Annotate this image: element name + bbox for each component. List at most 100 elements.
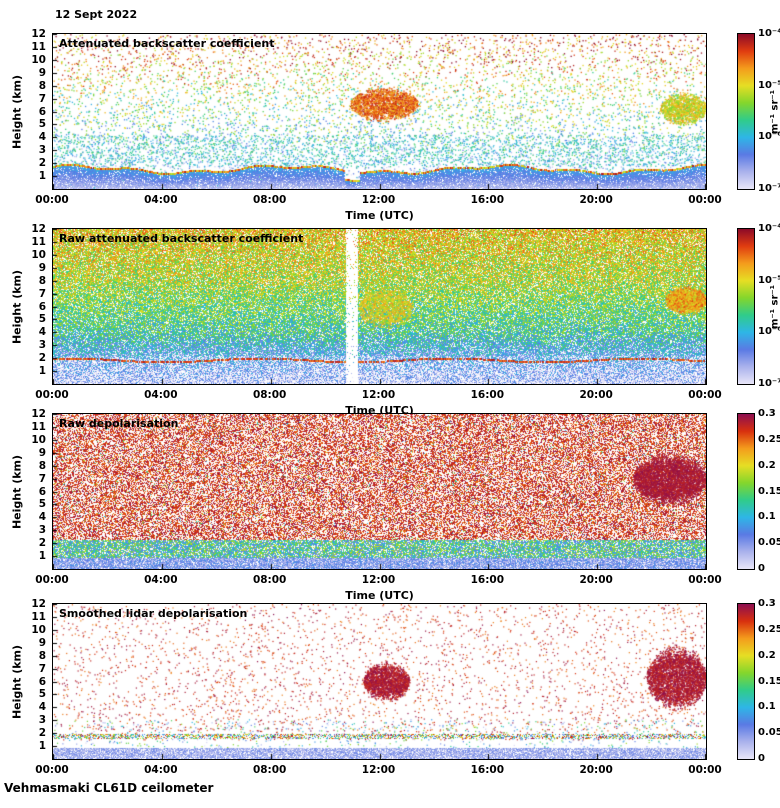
- colorbar-tick-label: 0.2: [758, 650, 776, 662]
- heatmap-plot: Attenuated backscatter coefficient: [52, 33, 707, 190]
- colorbar-unit-label: m⁻¹ sr⁻¹: [770, 285, 780, 329]
- x-axis-label: Time (UTC): [52, 589, 707, 602]
- y-tick-label: 10: [16, 434, 46, 446]
- y-tick-label: 7: [16, 93, 46, 105]
- x-tick-label: 20:00: [579, 574, 612, 586]
- colorbar-gradient: [737, 228, 755, 385]
- colorbar-tick-label: 10⁻⁴: [758, 28, 780, 40]
- y-tick-label: 7: [16, 288, 46, 300]
- x-tick-label: 04:00: [144, 194, 177, 206]
- heatmap-canvas: [53, 604, 706, 759]
- x-tick-label: 00:00: [688, 764, 721, 776]
- y-tick-label: 5: [16, 498, 46, 510]
- x-tick-label: 08:00: [253, 574, 286, 586]
- heatmap-canvas: [53, 34, 706, 189]
- colorbar-tick-label: 0.2: [758, 460, 776, 472]
- y-tick-label: 8: [16, 80, 46, 92]
- instrument-label: Vehmasmaki CL61D ceilometer: [4, 781, 213, 795]
- y-tick-label: 7: [16, 663, 46, 675]
- y-tick-label: 9: [16, 67, 46, 79]
- heatmap-plot: Smoothed lidar depolarisation: [52, 603, 707, 760]
- x-tick-label: 20:00: [579, 764, 612, 776]
- heatmap-canvas: [53, 229, 706, 384]
- y-tick-label: 12: [16, 598, 46, 610]
- x-tick-label: 04:00: [144, 574, 177, 586]
- colorbar-tick-label: 0.1: [758, 511, 776, 523]
- y-tick-label: 1: [16, 170, 46, 182]
- y-tick-label: 4: [16, 326, 46, 338]
- colorbar-unit-label: m⁻¹ sr⁻¹: [770, 90, 780, 134]
- y-tick-label: 11: [16, 41, 46, 53]
- y-tick-label: 11: [16, 611, 46, 623]
- x-tick-label: 16:00: [471, 389, 504, 401]
- y-tick-label: 2: [16, 537, 46, 549]
- x-tick-label: 00:00: [35, 389, 68, 401]
- y-tick-label: 11: [16, 421, 46, 433]
- colorbar-tick-label: 10⁻⁷: [758, 183, 780, 195]
- heatmap-canvas: [53, 414, 706, 569]
- x-tick-label: 00:00: [35, 764, 68, 776]
- x-axis-label: Time (UTC): [52, 209, 707, 222]
- y-tick-label: 11: [16, 236, 46, 248]
- y-tick-label: 3: [16, 339, 46, 351]
- colorbar-tick-label: 10⁻⁷: [758, 378, 780, 390]
- y-tick-label: 1: [16, 740, 46, 752]
- y-tick-label: 10: [16, 624, 46, 636]
- y-tick-label: 8: [16, 275, 46, 287]
- x-tick-label: 12:00: [362, 389, 395, 401]
- y-tick-label: 5: [16, 313, 46, 325]
- colorbar-tick-label: 0.05: [758, 537, 780, 549]
- y-tick-label: 12: [16, 28, 46, 40]
- plot-title: Smoothed lidar depolarisation: [59, 607, 247, 620]
- x-tick-label: 12:00: [362, 574, 395, 586]
- colorbar-tick-label: 0: [758, 753, 765, 765]
- y-tick-label: 6: [16, 301, 46, 313]
- plot-title: Raw attenuated backscatter coefficient: [59, 232, 303, 245]
- x-tick-label: 16:00: [471, 194, 504, 206]
- y-tick-label: 9: [16, 262, 46, 274]
- colorbar-tick-label: 0: [758, 563, 765, 575]
- heatmap-plot: Raw attenuated backscatter coefficient: [52, 228, 707, 385]
- y-tick-label: 8: [16, 650, 46, 662]
- colorbar-tick-label: 0.1: [758, 701, 776, 713]
- x-tick-label: 16:00: [471, 574, 504, 586]
- y-tick-label: 3: [16, 524, 46, 536]
- x-tick-label: 00:00: [688, 574, 721, 586]
- x-tick-label: 08:00: [253, 764, 286, 776]
- y-tick-label: 5: [16, 118, 46, 130]
- colorbar-tick-label: 0.25: [758, 434, 780, 446]
- colorbar-gradient: [737, 413, 755, 570]
- colorbar-tick-label: 0.3: [758, 408, 776, 420]
- date-label: 12 Sept 2022: [55, 8, 137, 21]
- colorbar-tick-label: 0.15: [758, 676, 780, 688]
- y-tick-label: 7: [16, 473, 46, 485]
- y-tick-label: 1: [16, 365, 46, 377]
- colorbar-tick-label: 0.15: [758, 486, 780, 498]
- y-tick-label: 10: [16, 249, 46, 261]
- x-tick-label: 16:00: [471, 764, 504, 776]
- y-tick-label: 2: [16, 157, 46, 169]
- colorbar-tick-label: 10⁻⁴: [758, 223, 780, 235]
- plot-title: Attenuated backscatter coefficient: [59, 37, 275, 50]
- y-tick-label: 10: [16, 54, 46, 66]
- y-tick-label: 12: [16, 223, 46, 235]
- y-tick-label: 3: [16, 144, 46, 156]
- plot-title: Raw depolarisation: [59, 417, 178, 430]
- colorbar-tick-label: 0.25: [758, 624, 780, 636]
- x-tick-label: 00:00: [688, 389, 721, 401]
- x-tick-label: 08:00: [253, 194, 286, 206]
- y-tick-label: 4: [16, 511, 46, 523]
- y-tick-label: 4: [16, 131, 46, 143]
